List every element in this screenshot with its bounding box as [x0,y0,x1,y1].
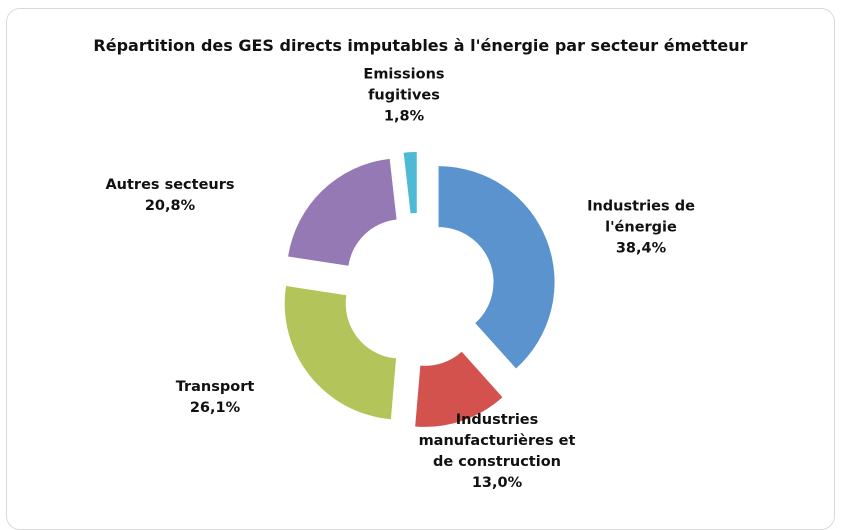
category-label: Transport [175,379,255,395]
page: {"chart_data": {"type": "pie", "title": … [6,8,835,530]
category-label: Industries manufacturières et de constru… [418,412,576,470]
value-label: 1,8% [383,108,425,125]
data-label: Transport 26,1% [155,377,275,419]
data-label: Industries manufacturières et de constru… [410,410,585,494]
value-label: 26,1% [189,400,241,416]
chart-title: Répartition des GES directs imputables à… [93,36,748,55]
donut-segment [288,158,397,266]
category-label: Industries de l'énergie [587,198,695,236]
donut-segment [284,286,397,420]
value-label: 20,8% [144,198,196,214]
value-label: 38,4% [615,240,667,257]
data-label: Autres secteurs 20,8% [100,175,240,217]
donut-segment [403,152,417,214]
data-label: Industries de l'énergie 38,4% [576,197,706,260]
chart-card [6,8,835,530]
donut-segment [438,166,555,369]
category-label: Autres secteurs [105,177,235,193]
category-label: Emissions fugitives [363,66,445,104]
value-label: 13,0% [471,475,523,491]
chart [284,152,555,427]
donut-segment [415,351,503,427]
data-label: Emissions fugitives 1,8% [354,65,454,128]
